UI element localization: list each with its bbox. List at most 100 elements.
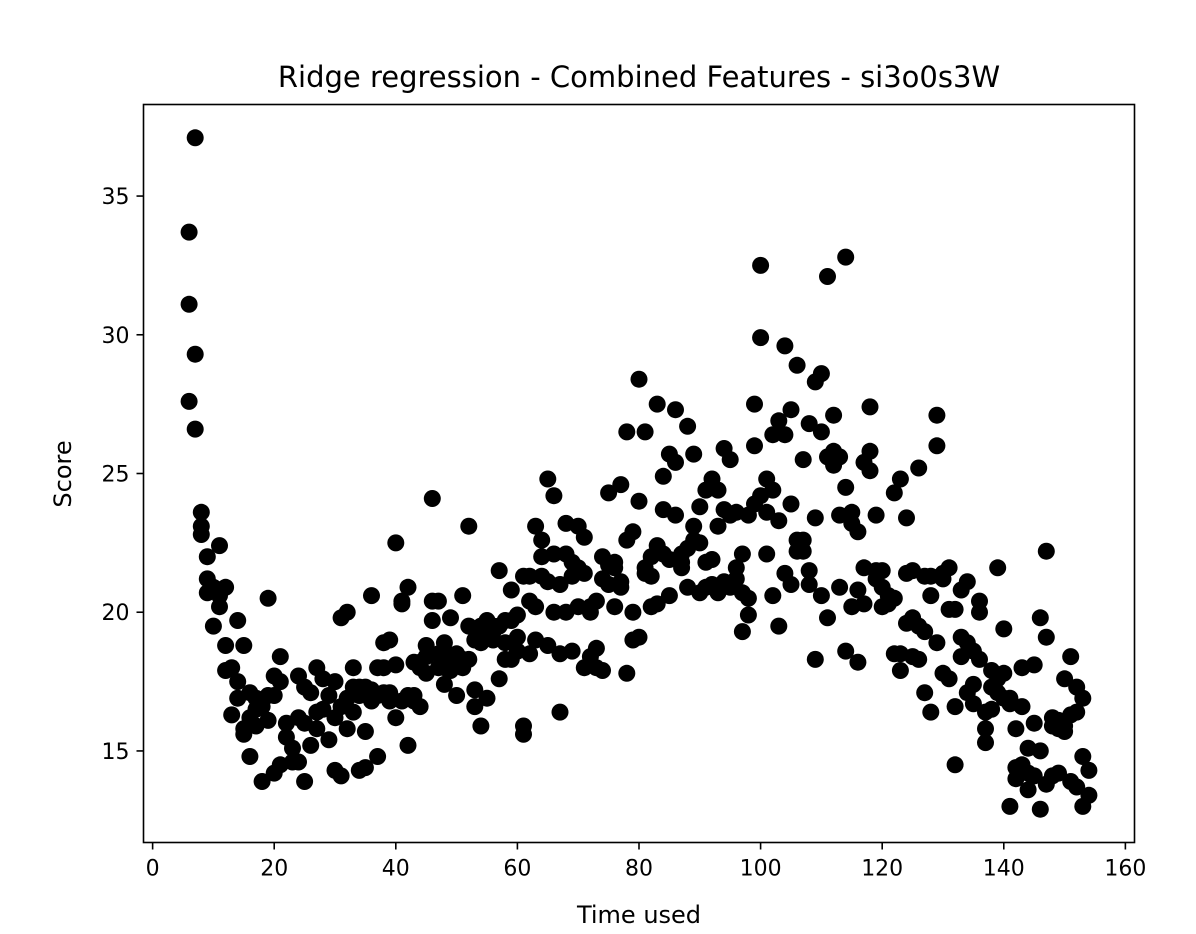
data-point xyxy=(606,598,624,616)
data-point xyxy=(180,223,198,241)
data-point xyxy=(618,664,636,682)
data-point xyxy=(685,445,703,463)
data-point xyxy=(551,576,569,593)
data-point xyxy=(435,634,453,652)
data-point xyxy=(679,417,697,435)
data-point xyxy=(1019,781,1037,799)
data-point xyxy=(448,687,466,704)
data-point xyxy=(764,426,782,444)
data-point xyxy=(964,675,982,693)
data-point xyxy=(733,545,751,563)
data-point xyxy=(703,551,721,568)
data-point xyxy=(977,734,994,752)
data-point xyxy=(995,664,1013,682)
data-point xyxy=(636,423,654,441)
data-point xyxy=(472,717,490,735)
data-point xyxy=(521,567,539,585)
data-point xyxy=(545,603,563,621)
data-point xyxy=(721,451,739,469)
data-point xyxy=(606,553,624,571)
data-point xyxy=(770,512,788,530)
data-point xyxy=(709,517,727,535)
data-point xyxy=(1056,670,1074,688)
data-point xyxy=(435,675,453,693)
data-point xyxy=(308,720,326,738)
data-point xyxy=(235,637,253,654)
x-tick-label: 160 xyxy=(1104,857,1146,882)
data-point xyxy=(630,628,648,646)
data-point xyxy=(885,589,903,607)
data-point xyxy=(1062,648,1080,666)
data-point xyxy=(338,603,356,621)
data-point xyxy=(393,592,411,610)
data-point xyxy=(235,725,253,743)
data-point xyxy=(739,589,757,607)
data-point xyxy=(837,478,855,496)
data-point xyxy=(752,256,770,274)
data-point xyxy=(563,642,581,660)
data-point xyxy=(1013,698,1031,716)
data-point xyxy=(1074,689,1092,707)
data-point xyxy=(460,517,478,535)
data-point xyxy=(667,453,684,471)
data-point xyxy=(812,423,830,441)
data-point xyxy=(302,736,320,754)
x-axis-label: Time used xyxy=(576,901,701,929)
data-point xyxy=(758,503,776,521)
data-point xyxy=(217,578,235,596)
data-point xyxy=(849,523,867,541)
data-point xyxy=(271,673,289,691)
data-point xyxy=(211,598,228,616)
y-axis-label: Score xyxy=(49,440,77,507)
x-axis-ticks: 0 20 40 60 80 100 120 140 160 xyxy=(146,842,1146,882)
data-point xyxy=(320,731,338,749)
data-point xyxy=(381,631,399,649)
data-point xyxy=(709,481,727,499)
data-point xyxy=(1068,703,1086,721)
x-tick-label: 100 xyxy=(740,857,782,882)
data-point xyxy=(812,587,830,605)
data-point xyxy=(800,576,818,593)
data-point xyxy=(800,415,818,433)
data-point xyxy=(545,545,563,563)
data-point xyxy=(551,703,569,721)
data-point xyxy=(922,587,940,605)
data-point xyxy=(691,534,709,552)
data-point xyxy=(344,659,362,677)
data-point xyxy=(916,684,934,702)
data-point xyxy=(928,634,946,652)
data-point xyxy=(508,628,526,646)
data-point xyxy=(545,487,563,505)
data-point xyxy=(211,537,228,555)
data-point xyxy=(849,653,867,671)
data-point xyxy=(989,559,1007,577)
data-point xyxy=(229,612,247,629)
data-point xyxy=(466,698,484,716)
data-point xyxy=(253,773,271,790)
data-point xyxy=(800,562,818,580)
data-point xyxy=(204,617,222,635)
data-point xyxy=(819,268,836,285)
data-point xyxy=(180,392,198,410)
data-point xyxy=(642,567,660,585)
data-point xyxy=(1050,764,1067,782)
data-point xyxy=(630,492,648,510)
data-point xyxy=(387,534,405,552)
data-point xyxy=(849,581,867,599)
data-point xyxy=(983,700,1001,718)
y-tick-label: 30 xyxy=(102,324,130,349)
data-point xyxy=(794,542,812,560)
data-point xyxy=(186,129,204,147)
data-point xyxy=(186,345,204,363)
y-tick-label: 25 xyxy=(102,463,130,488)
data-point xyxy=(928,406,946,424)
data-point xyxy=(691,498,709,516)
data-point xyxy=(855,595,873,613)
data-point xyxy=(1080,786,1098,804)
data-point xyxy=(648,395,666,413)
data-point xyxy=(1031,742,1049,760)
data-point xyxy=(198,548,216,566)
data-point xyxy=(916,623,934,641)
data-point xyxy=(417,637,435,654)
